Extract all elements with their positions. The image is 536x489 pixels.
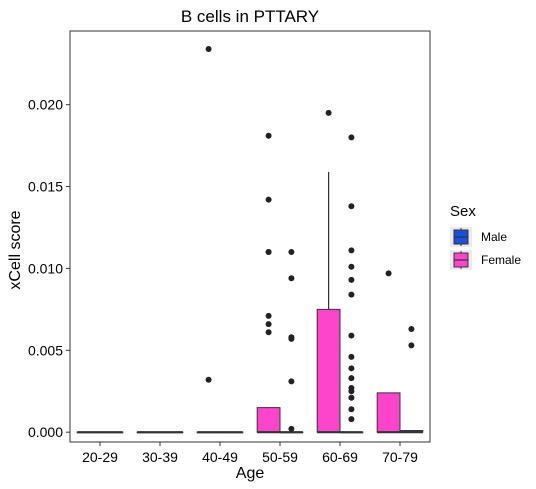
- x-tick-label: 60-69: [322, 449, 358, 465]
- x-tick-label: 30-39: [142, 449, 178, 465]
- x-tick-label: 20-29: [82, 449, 118, 465]
- y-axis-label: xCell score: [7, 210, 24, 289]
- x-tick-label: 40-49: [202, 449, 238, 465]
- female-outlier-point: [385, 270, 392, 277]
- y-tick-label: 0.005: [28, 342, 63, 358]
- x-tick-label: 50-59: [262, 449, 298, 465]
- female-outlier-point: [265, 321, 272, 328]
- male-outlier-point: [288, 275, 295, 282]
- male-outlier-point: [348, 406, 355, 413]
- x-axis-label: Age: [236, 465, 265, 482]
- male-outlier-point: [348, 332, 355, 339]
- x-tick-label: 70-79: [382, 449, 418, 465]
- female-outlier-point: [265, 329, 272, 336]
- female-outlier-point: [325, 109, 332, 116]
- male-outlier-point: [348, 365, 355, 372]
- plot-marks: [76, 46, 424, 434]
- male-outlier-point: [348, 276, 355, 283]
- female-box: [256, 407, 281, 433]
- female-outlier-point: [205, 46, 212, 53]
- male-outlier-point: [348, 416, 355, 423]
- male-outlier-point: [288, 334, 295, 341]
- y-tick-label: 0.015: [28, 179, 63, 195]
- female-outlier-point: [205, 376, 212, 383]
- male-outlier-point: [348, 247, 355, 254]
- male-outlier-point: [348, 353, 355, 360]
- legend: Sex Male Female: [450, 203, 521, 270]
- male-outlier-point: [348, 384, 355, 391]
- female-outlier-point: [265, 249, 272, 256]
- male-outlier-point: [288, 378, 295, 385]
- plot-panel: [69, 30, 431, 443]
- male-outlier-point: [348, 263, 355, 270]
- male-outlier-point: [348, 291, 355, 298]
- y-tick-label: 0.000: [28, 424, 63, 440]
- female-outlier-point: [265, 196, 272, 203]
- legend-label-female: Female: [481, 253, 521, 267]
- female-outlier-point: [265, 132, 272, 139]
- male-outlier-point: [348, 203, 355, 210]
- legend-title: Sex: [450, 203, 476, 220]
- female-outlier-point: [265, 312, 272, 319]
- legend-label-male: Male: [481, 230, 507, 244]
- female-box: [316, 308, 341, 433]
- chart-title: B cells in PTTARY: [181, 7, 319, 26]
- male-outlier-point: [408, 342, 415, 349]
- y-tick-label: 0.020: [28, 97, 63, 113]
- y-tick-label: 0.010: [28, 260, 63, 276]
- y-axis: 0.000 0.005 0.010 0.015 0.020: [28, 97, 70, 440]
- male-outlier-point: [408, 326, 415, 333]
- male-outlier-point: [288, 249, 295, 256]
- x-axis: 20-29 30-39 40-49 50-59 60-69 70-79: [82, 442, 418, 465]
- male-outlier-point: [348, 375, 355, 382]
- male-outlier-point: [288, 425, 295, 432]
- male-outlier-point: [348, 394, 355, 401]
- female-box: [376, 392, 401, 433]
- male-outlier-point: [348, 134, 355, 141]
